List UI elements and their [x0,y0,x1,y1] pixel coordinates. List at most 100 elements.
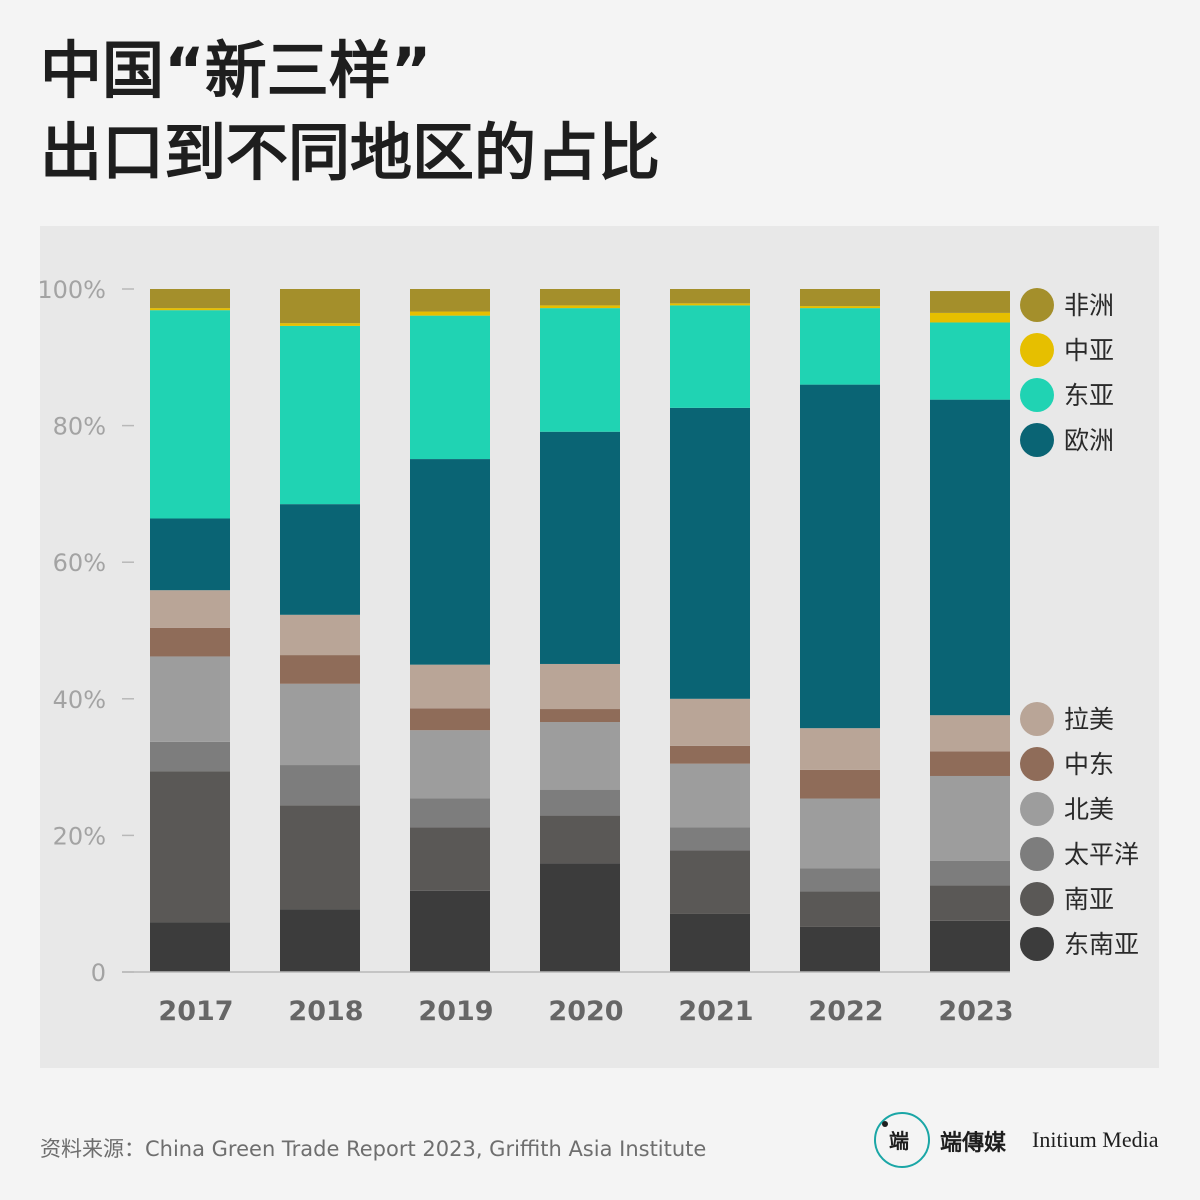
bar-segment [930,885,1010,921]
bar-segment [150,289,230,309]
bar-segment [410,798,490,828]
legend-swatch [1020,423,1054,457]
bar-segment [280,614,360,656]
bar-segment [280,683,360,766]
bar-stack-2020 [540,289,620,972]
legend-item: 非洲 [1020,288,1114,322]
y-tick-label: 40% [53,686,106,714]
bar-segment [540,289,620,306]
bar-segment [410,827,490,891]
legend-label: 中东 [1064,750,1114,779]
bar-segment [800,289,880,307]
bar-segment [930,920,1010,972]
bar-segment [410,708,490,731]
legend-label: 太平洋 [1064,840,1139,869]
bar-segment [800,769,880,799]
bar-segment [150,627,230,657]
legend-swatch [1020,333,1054,367]
bar-segment [930,399,1010,716]
legend-swatch [1020,288,1054,322]
bar-segment [800,306,880,309]
bar-segment [410,311,490,316]
legend-item: 南亚 [1020,882,1114,916]
bar-segment [540,305,620,309]
x-tick-label: 2017 [158,996,233,1027]
bar-segment [150,310,230,519]
bar-stack-2022 [800,289,880,972]
bar-segment [800,798,880,869]
bar-segment [670,289,750,304]
bar-segment [410,289,490,312]
bar-segment [280,504,360,615]
bar-segment [540,789,620,816]
legend-item: 太平洋 [1020,837,1139,871]
bar-segment [150,922,230,972]
bar-segment [670,303,750,306]
bar-segment [410,730,490,799]
bar-segment [150,656,230,742]
legend-label: 欧洲 [1064,426,1114,455]
bar-stack-2018 [280,289,360,972]
legend-label: 中亚 [1064,336,1114,365]
legend-item: 东亚 [1020,378,1114,412]
y-axis: 0 20% 40% 60% 80% 100% [37,276,134,987]
bar-segment [670,763,750,828]
bar-segment [150,518,230,591]
bar-segment [540,431,620,664]
legend-item: 中东 [1020,747,1114,781]
y-tick-label: 60% [53,549,106,577]
bar-segment [670,698,750,746]
x-tick-label: 2023 [938,996,1013,1027]
bar-segment [930,860,1010,886]
bar-segment [670,827,750,851]
legend-item: 中亚 [1020,333,1114,367]
bar-segment [670,850,750,914]
bar-stack-2023 [930,291,1010,972]
legend-label: 拉美 [1064,705,1114,734]
bars [150,289,1010,972]
logo-dot [882,1121,888,1127]
bar-segment [670,305,750,408]
bar-stack-2019 [410,289,490,972]
logo-chinese-name: 端傳媒 [940,1130,1007,1156]
legend-label: 非洲 [1064,291,1114,320]
legend-swatch [1020,882,1054,916]
bar-segment [540,863,620,972]
bar-segment [800,308,880,385]
legend-label: 北美 [1064,795,1114,824]
legend-label: 南亚 [1064,885,1114,914]
legend-swatch [1020,702,1054,736]
bar-segment [670,407,750,699]
chart-title: 中国“新三样” 出口到不同地区的占比 [40,30,660,194]
title-line-2: 出口到不同地区的占比 [40,116,661,189]
bar-segment [150,771,230,923]
x-tick-label: 2019 [418,996,493,1027]
bar-segment [800,891,880,927]
x-axis: 2017 2018 2019 2020 2021 2022 2023 [122,971,1014,1027]
bar-segment [800,926,880,972]
legend-swatch [1020,747,1054,781]
y-tick-label: 0 [91,959,106,987]
bar-segment [800,728,880,770]
legend-swatch [1020,927,1054,961]
bar-segment [670,745,750,764]
x-tick-label: 2018 [288,996,363,1027]
bar-segment [540,709,620,723]
legend-item: 北美 [1020,792,1114,826]
bar-segment [670,913,750,972]
logo-english-name: Initium Media [1032,1127,1159,1152]
y-tick-label: 20% [53,822,106,850]
bar-segment [410,890,490,972]
y-tick-label: 80% [53,413,106,441]
legend-item: 东南亚 [1020,927,1139,961]
bar-segment [930,291,1010,313]
bar-segment [280,325,360,505]
legend-swatch [1020,378,1054,412]
bar-segment [280,289,360,324]
bar-segment [540,815,620,864]
legend-swatch [1020,792,1054,826]
bar-segment [540,308,620,432]
title-line-1: 中国“新三样” [40,34,432,107]
logo-mark-text: 端 [889,1129,909,1153]
